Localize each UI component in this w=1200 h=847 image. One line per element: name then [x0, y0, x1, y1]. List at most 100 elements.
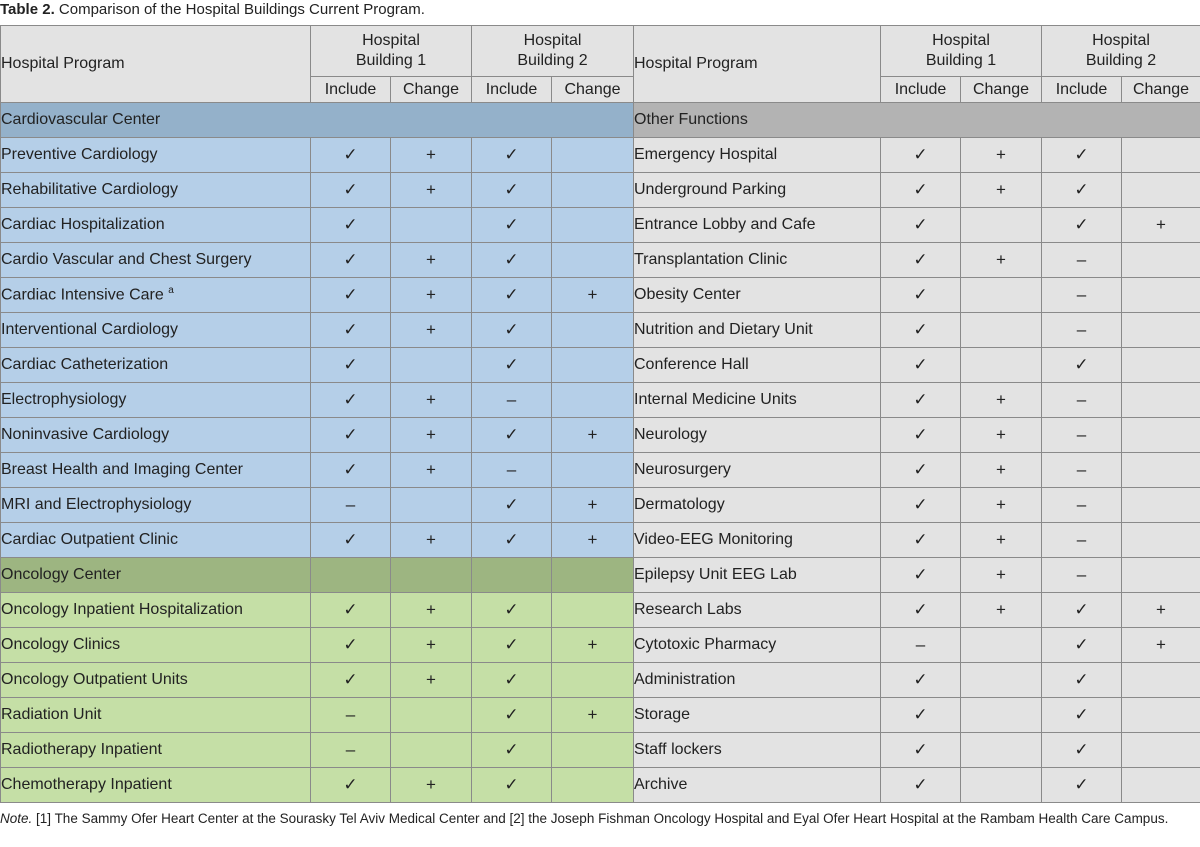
value-cell: + [390, 382, 472, 418]
table-title: Comparison of the Hospital Buildings Cur… [58, 1, 425, 18]
value-cell: + [960, 242, 1042, 278]
table-row: Oncology Center Epilepsy Unit EEG Lab ✓ + – [0, 557, 1200, 593]
value-cell: – [1041, 382, 1122, 418]
table-row: Interventional Cardiology ✓ + ✓ Nutrition an… [0, 312, 1200, 348]
value-cell: ✓ [471, 697, 552, 733]
program-name-cell: Neurology [633, 417, 881, 453]
value-cell: + [390, 662, 472, 698]
value-cell: + [960, 592, 1042, 628]
value-cell: – [1041, 417, 1122, 453]
table-label: Table 2. [0, 1, 55, 18]
subheader-include: Include [471, 76, 552, 103]
table-row: Oncology Outpatient Units ✓ + ✓ Administrati… [0, 662, 1200, 698]
value-cell [1121, 732, 1200, 768]
value-cell: + [960, 452, 1042, 488]
value-cell: + [960, 522, 1042, 558]
value-cell: ✓ [1041, 662, 1122, 698]
value-cell [1121, 277, 1200, 313]
value-cell [390, 697, 472, 733]
value-cell: ✓ [1041, 347, 1122, 383]
subheader-change: Change [551, 76, 634, 103]
value-cell: ✓ [310, 767, 391, 803]
header-building-2-left-line1: Hospital [523, 32, 582, 49]
note-label: Note. [0, 811, 33, 826]
value-cell: + [390, 137, 472, 173]
value-cell: ✓ [880, 487, 961, 523]
program-name: Oncology Outpatient Units [1, 671, 188, 688]
value-cell [960, 627, 1042, 663]
value-cell: + [390, 627, 472, 663]
program-name-cell: Oncology Outpatient Units [0, 662, 311, 698]
program-name-cell: Radiotherapy Inpatient [0, 732, 311, 768]
value-cell [960, 207, 1042, 243]
value-cell: ✓ [880, 417, 961, 453]
value-cell: ✓ [471, 522, 552, 558]
program-name-cell: Cardiac Outpatient Clinic [0, 522, 311, 558]
value-cell [960, 277, 1042, 313]
table-row: Preventive Cardiology ✓ + ✓ Emergency Hospit… [0, 137, 1200, 173]
value-cell: – [471, 382, 552, 418]
section-other-functions: Other Functions [633, 102, 1200, 138]
value-cell: + [960, 557, 1042, 593]
header-building-1-right: Hospital Building 1 [880, 25, 1042, 77]
value-cell: + [960, 382, 1042, 418]
header-building-2-left: Hospital Building 2 [471, 25, 634, 77]
table-row: Oncology Inpatient Hospitalization ✓ + ✓ Res… [0, 592, 1200, 628]
table-row: Radiotherapy Inpatient – ✓ Staff lockers ✓ ✓ [0, 732, 1200, 768]
program-name-cell: Archive [633, 767, 881, 803]
value-cell [960, 662, 1042, 698]
subheader-include: Include [880, 76, 961, 103]
section-fill-cell [471, 557, 552, 593]
value-cell [1121, 382, 1200, 418]
header-building-1-right-line1: Hospital [932, 32, 990, 49]
value-cell [1121, 347, 1200, 383]
value-cell: ✓ [880, 557, 961, 593]
value-cell: ✓ [880, 277, 961, 313]
value-cell: ✓ [1041, 207, 1122, 243]
value-cell: ✓ [471, 767, 552, 803]
section-row: Cardiovascular Center Other Functions [0, 102, 1200, 138]
program-name-cell: Cytotoxic Pharmacy [633, 627, 881, 663]
value-cell: + [390, 172, 472, 208]
program-name-cell: Obesity Center [633, 277, 881, 313]
program-name-cell: Interventional Cardiology [0, 312, 311, 348]
program-name-cell: Cardiac Hospitalization [0, 207, 311, 243]
header-building-2-right-line1: Hospital [1092, 32, 1150, 49]
value-cell: ✓ [880, 767, 961, 803]
program-name: Cardio Vascular and Chest Surgery [1, 251, 252, 268]
value-cell: + [551, 487, 634, 523]
value-cell [960, 697, 1042, 733]
program-name-cell: Oncology Clinics [0, 627, 311, 663]
value-cell: ✓ [310, 382, 391, 418]
value-cell: ✓ [880, 172, 961, 208]
program-name-cell: Emergency Hospital [633, 137, 881, 173]
header-building-1-left-line1: Hospital [362, 32, 420, 49]
program-name-cell: Conference Hall [633, 347, 881, 383]
program-name: Rehabilitative Cardiology [1, 181, 178, 198]
value-cell: ✓ [1041, 172, 1122, 208]
subheader-change: Change [390, 76, 472, 103]
value-cell: ✓ [1041, 697, 1122, 733]
subheader-change: Change [960, 76, 1042, 103]
table-caption: Table 2. Comparison of the Hospital Buil… [0, 0, 425, 22]
value-cell [551, 732, 634, 768]
subheader-change: Change [1121, 76, 1200, 103]
value-cell: + [551, 697, 634, 733]
value-cell: ✓ [471, 347, 552, 383]
header-row: Hospital Program Hospital Building 1 Hos… [0, 25, 1200, 103]
value-cell: ✓ [310, 522, 391, 558]
value-cell: + [390, 452, 472, 488]
table-row: Cardio Vascular and Chest Surgery ✓ + ✓ Tran… [0, 242, 1200, 278]
program-name: Preventive Cardiology [1, 146, 158, 163]
program-comparison-table: Hospital Program Hospital Building 1 Hos… [0, 25, 1200, 803]
value-cell: ✓ [310, 347, 391, 383]
value-cell: ✓ [471, 487, 552, 523]
value-cell [960, 767, 1042, 803]
value-cell: ✓ [310, 172, 391, 208]
value-cell: + [960, 487, 1042, 523]
value-cell: + [390, 312, 472, 348]
value-cell [390, 347, 472, 383]
table-row: Cardiac Intensive Care a ✓ + ✓ + Obesity Cent… [0, 277, 1200, 313]
program-name-cell: Electrophysiology [0, 382, 311, 418]
value-cell [1121, 452, 1200, 488]
